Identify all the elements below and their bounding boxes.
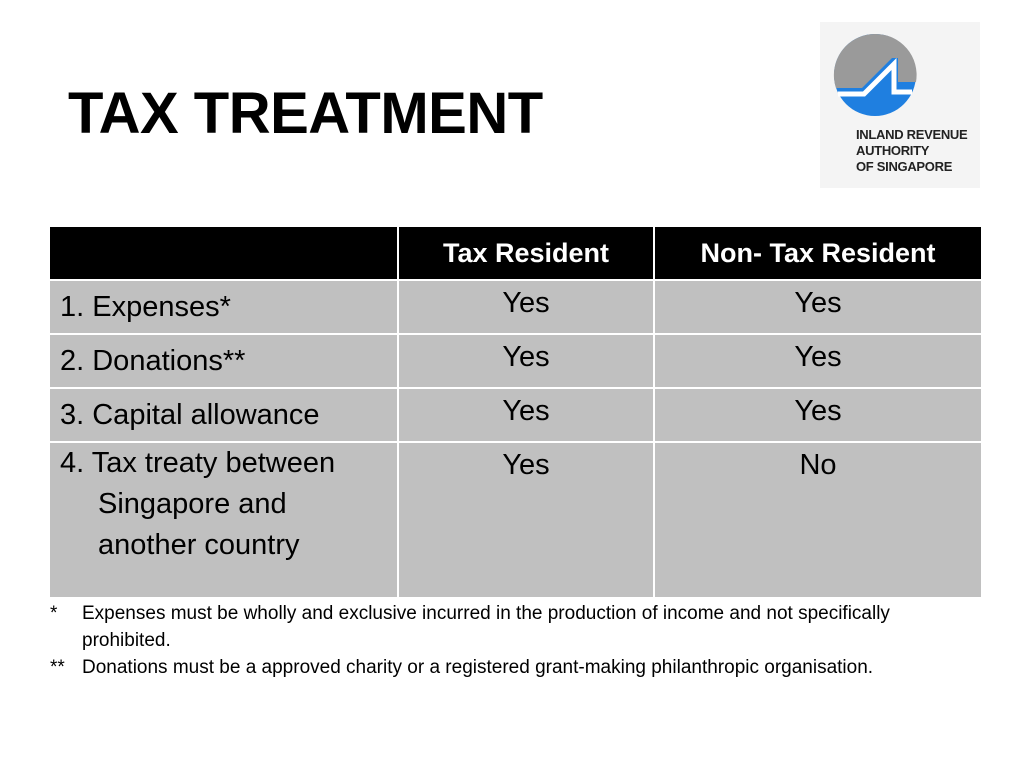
table-header-row: Tax Resident Non- Tax Resident xyxy=(48,225,983,281)
non-resident-value: Yes xyxy=(653,387,983,443)
row-label-text: 4. Tax treaty between Singapore and anot… xyxy=(60,447,336,561)
table-row: 1. Expenses* Yes Yes xyxy=(48,279,983,335)
iras-logo: INLAND REVENUE AUTHORITY OF SINGAPORE xyxy=(820,22,980,188)
table-row: 2. Donations** Yes Yes xyxy=(48,333,983,389)
footnote-mark: ** xyxy=(50,657,65,678)
row-label: 2. Donations** xyxy=(48,333,399,389)
logo-text: INLAND REVENUE AUTHORITY OF SINGAPORE xyxy=(856,127,968,175)
header-non-tax-resident: Non- Tax Resident xyxy=(653,225,983,281)
logo-line: OF SINGAPORE xyxy=(856,159,953,174)
resident-value: Yes xyxy=(397,387,655,443)
footnote-mark: * xyxy=(50,603,58,624)
row-label: 4. Tax treaty between Singapore and anot… xyxy=(48,441,399,599)
header-tax-resident: Tax Resident xyxy=(397,225,655,281)
footnote: * Expenses must be wholly and exclusive … xyxy=(50,600,950,654)
resident-value: Yes xyxy=(397,333,655,389)
non-resident-value: Yes xyxy=(653,333,983,389)
logo-line: AUTHORITY xyxy=(856,143,930,158)
table-row: 4. Tax treaty between Singapore and anot… xyxy=(48,441,983,599)
resident-value: Yes xyxy=(397,441,655,599)
resident-value: Yes xyxy=(397,279,655,335)
footnote-text: Expenses must be wholly and exclusive in… xyxy=(82,603,890,651)
non-resident-value: Yes xyxy=(653,279,983,335)
footnote: ** Donations must be a approved charity … xyxy=(50,654,950,681)
tax-treatment-table: Tax Resident Non- Tax Resident 1. Expens… xyxy=(48,225,983,599)
non-resident-value: No xyxy=(653,441,983,599)
iras-emblem-icon xyxy=(833,33,917,116)
footnotes: * Expenses must be wholly and exclusive … xyxy=(50,600,950,681)
table-row: 3. Capital allowance Yes Yes xyxy=(48,387,983,443)
header-empty xyxy=(48,225,399,281)
row-label: 1. Expenses* xyxy=(48,279,399,335)
page-title: TAX TREATMENT xyxy=(68,81,543,146)
logo-line: INLAND REVENUE xyxy=(856,127,968,142)
row-label: 3. Capital allowance xyxy=(48,387,399,443)
footnote-text: Donations must be a approved charity or … xyxy=(82,657,874,678)
